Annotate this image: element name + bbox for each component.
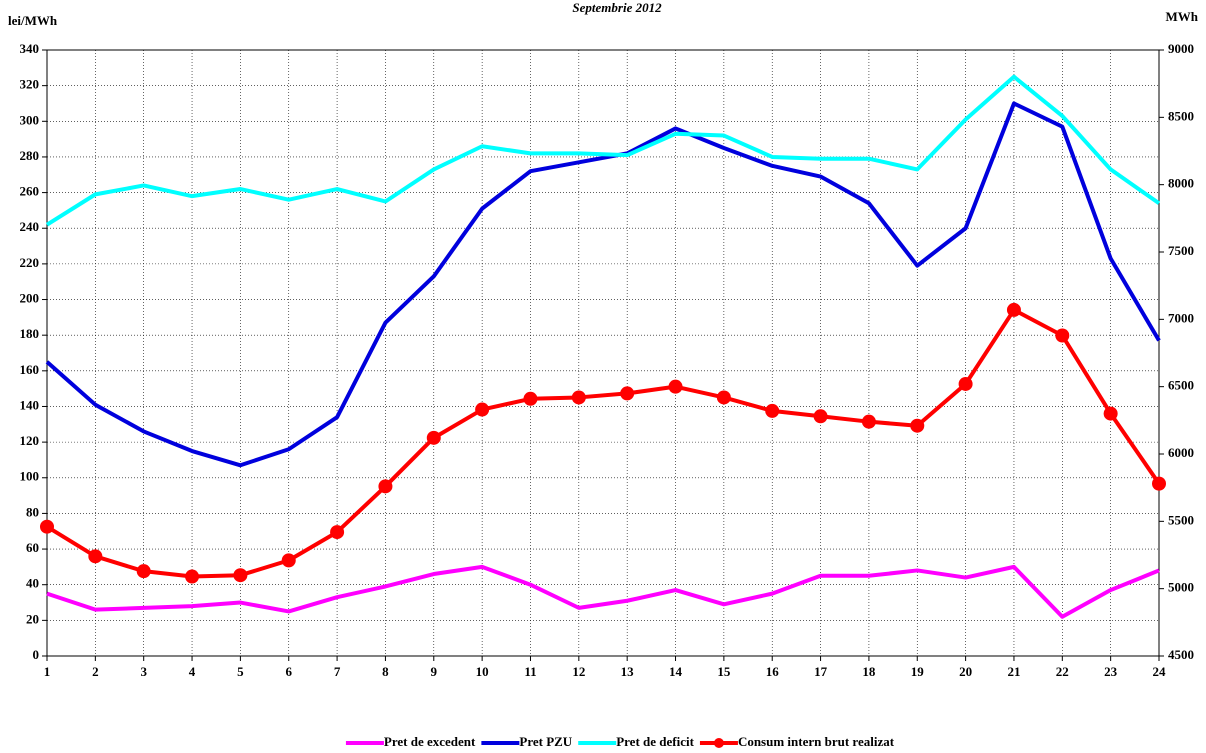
legend-label: Pret PZU: [519, 734, 572, 749]
series-marker: [716, 390, 731, 405]
y-tick-label: 300: [20, 112, 40, 127]
x-tick-label: 3: [140, 664, 147, 679]
series-marker: [185, 569, 200, 584]
y-tick-label: 40: [26, 576, 39, 591]
x-tick-label: 21: [1007, 664, 1020, 679]
series-marker: [233, 568, 248, 583]
x-tick-label: 4: [189, 664, 196, 679]
series-marker: [765, 403, 780, 418]
x-tick-label: 19: [911, 664, 925, 679]
series-marker: [958, 376, 973, 391]
series-marker: [88, 549, 103, 564]
y-tick-label: 120: [20, 433, 40, 448]
series-marker: [813, 409, 828, 424]
legend-marker: [713, 738, 724, 748]
y2-tick-label: 7500: [1168, 243, 1194, 258]
y-tick-label: 20: [26, 611, 39, 626]
x-tick-label: 24: [1153, 664, 1167, 679]
x-tick-label: 13: [621, 664, 635, 679]
series-marker: [1006, 302, 1021, 317]
series-line: [45, 74, 1161, 227]
y2-tick-label: 5500: [1168, 512, 1194, 527]
series-marker: [1055, 328, 1070, 343]
series-marker: [40, 519, 54, 534]
y2-tick-label: 4500: [1168, 647, 1194, 662]
y-tick-label: 280: [20, 148, 40, 163]
chart-title: Septembrie 2012: [572, 0, 662, 15]
y-tick-label: 60: [26, 540, 39, 555]
series-marker: [136, 564, 151, 579]
y-axis-label: lei/MWh: [8, 13, 58, 28]
x-tick-label: 23: [1104, 664, 1118, 679]
y-tick-label: 260: [20, 184, 40, 199]
series-marker: [1103, 406, 1118, 421]
x-tick-label: 10: [476, 664, 489, 679]
series-marker: [620, 386, 635, 401]
series-line: [45, 101, 1161, 468]
legend-label: Pret de deficit: [616, 734, 694, 749]
y2-tick-label: 8000: [1168, 176, 1194, 191]
x-tick-label: 9: [431, 664, 438, 679]
legend-label: Pret de excedent: [384, 734, 476, 749]
y-tick-label: 0: [33, 647, 40, 662]
y2-tick-label: 6000: [1168, 445, 1194, 460]
x-tick-label: 11: [524, 664, 536, 679]
y-tick-label: 100: [20, 469, 40, 484]
series-marker: [1152, 476, 1166, 491]
x-tick-label: 17: [814, 664, 828, 679]
x-tick-label: 14: [669, 664, 683, 679]
series-marker: [281, 553, 296, 568]
x-tick-label: 15: [717, 664, 731, 679]
series-marker: [426, 430, 441, 445]
legend-label: Consum intern brut realizat: [738, 734, 895, 749]
series-marker: [523, 391, 538, 406]
plot-border: [46, 49, 1160, 657]
x-tick-label: 6: [285, 664, 292, 679]
y-tick-label: 240: [20, 219, 40, 234]
y-tick-label: 200: [20, 291, 40, 306]
y-tick-label: 80: [26, 504, 39, 519]
x-tick-label: 5: [237, 664, 244, 679]
y2-tick-label: 8500: [1168, 108, 1194, 123]
series-line: [46, 564, 1160, 619]
y2-tick-label: 6500: [1168, 378, 1194, 393]
series-marker: [475, 402, 490, 417]
y2-tick-label: 9000: [1168, 41, 1194, 56]
x-tick-label: 1: [44, 664, 51, 679]
y-tick-label: 180: [20, 326, 40, 341]
series-marker: [330, 525, 345, 540]
y-tick-label: 340: [20, 41, 40, 56]
x-tick-label: 7: [334, 664, 341, 679]
y-tick-label: 320: [20, 77, 40, 92]
x-tick-label: 18: [862, 664, 876, 679]
x-tick-label: 22: [1056, 664, 1069, 679]
x-tick-label: 8: [382, 664, 389, 679]
series-marker: [378, 479, 393, 494]
y-tick-label: 220: [20, 255, 40, 270]
y2-tick-label: 5000: [1168, 580, 1194, 595]
x-tick-label: 20: [959, 664, 972, 679]
series-marker: [910, 418, 925, 433]
y-tick-label: 160: [20, 362, 40, 377]
y2-tick-label: 7000: [1168, 310, 1194, 325]
series-marker: [861, 414, 876, 429]
x-tick-label: 16: [766, 664, 780, 679]
y-tick-label: 140: [20, 397, 40, 412]
series-line: [45, 307, 1161, 579]
y2-axis-label: MWh: [1166, 9, 1199, 24]
series-marker: [571, 390, 586, 405]
x-tick-label: 2: [92, 664, 99, 679]
series-marker: [668, 379, 683, 394]
x-tick-label: 12: [572, 664, 585, 679]
